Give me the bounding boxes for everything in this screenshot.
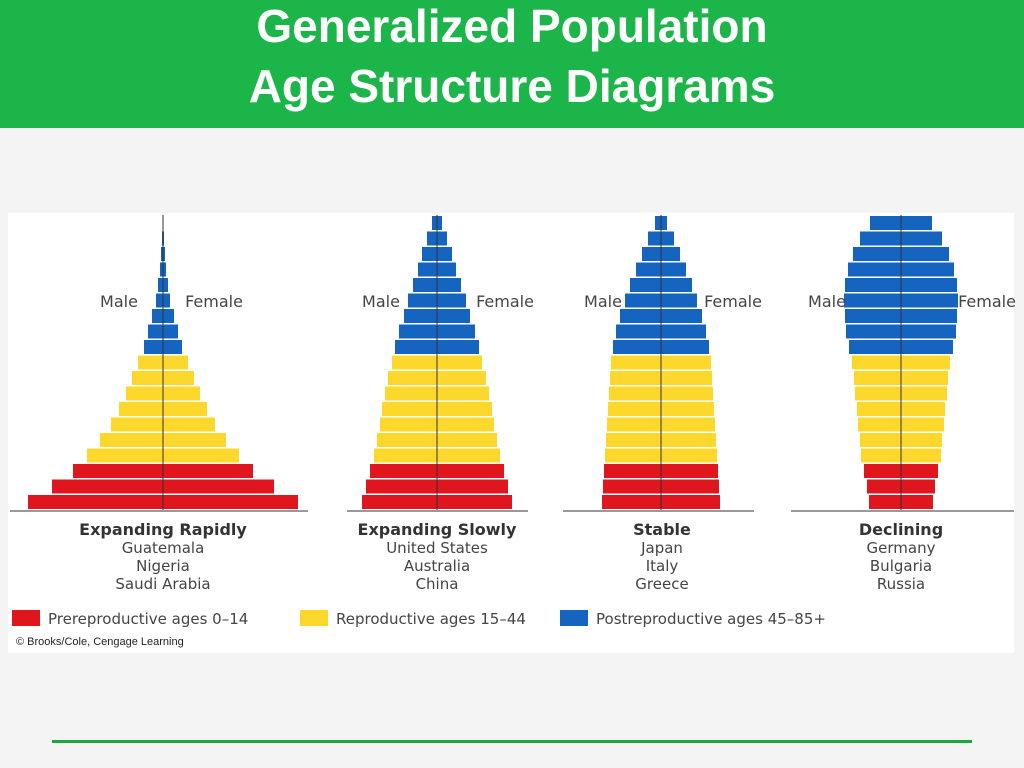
pyramid-1-country-2: Nigeria [136, 557, 190, 575]
pyramid-4-title: Declining [859, 520, 943, 539]
pyramid-4-country-3: Russia [877, 575, 925, 593]
pyramid-4-country-1: Germany [867, 539, 936, 557]
pyramid-3-country-3: Greece [635, 575, 688, 593]
pyramid-2-country-3: China [416, 575, 459, 593]
title-banner: Generalized Population Age Structure Dia… [0, 0, 1024, 128]
pyramid-3-country-2: Italy [646, 557, 679, 575]
pyramid-4-country-2: Bulgaria [870, 557, 932, 575]
pyramid-1-country-3: Saudi Arabia [115, 575, 210, 593]
female-label-2: Female [476, 292, 534, 311]
footer-divider [52, 740, 972, 743]
legend-label-postreproductive: Postreproductive ages 45–85+ [596, 610, 826, 628]
pyramid-2-title: Expanding Slowly [358, 520, 518, 539]
male-label-4: Male [808, 292, 846, 311]
legend-swatch-reproductive [300, 610, 328, 626]
title-line-2: Age Structure Diagrams [248, 60, 776, 112]
female-label-1: Female [185, 292, 243, 311]
pyramids-group [10, 215, 1014, 512]
pyramid-3-title: Stable [633, 520, 691, 539]
copyright-text: © Brooks/Cole, Cengage Learning [16, 636, 184, 648]
male-label-1: Male [100, 292, 138, 311]
male-label-3: Male [584, 292, 622, 311]
legend-swatch-prereproductive [12, 610, 40, 626]
pyramid-2-country-1: United States [386, 539, 488, 557]
male-label-2: Male [362, 292, 400, 311]
pyramid-1-country-1: Guatemala [122, 539, 205, 557]
pyramid-3-country-1: Japan [640, 539, 683, 557]
title-line-1: Generalized Population [256, 0, 768, 52]
legend-label-prereproductive: Prereproductive ages 0–14 [48, 610, 248, 628]
female-label-3: Female [704, 292, 762, 311]
female-label-4: Female [958, 292, 1016, 311]
legend-label-reproductive: Reproductive ages 15–44 [336, 610, 526, 628]
legend-swatch-postreproductive [560, 610, 588, 626]
pyramid-2-country-2: Australia [404, 557, 470, 575]
pyramid-1-title: Expanding Rapidly [79, 520, 247, 539]
